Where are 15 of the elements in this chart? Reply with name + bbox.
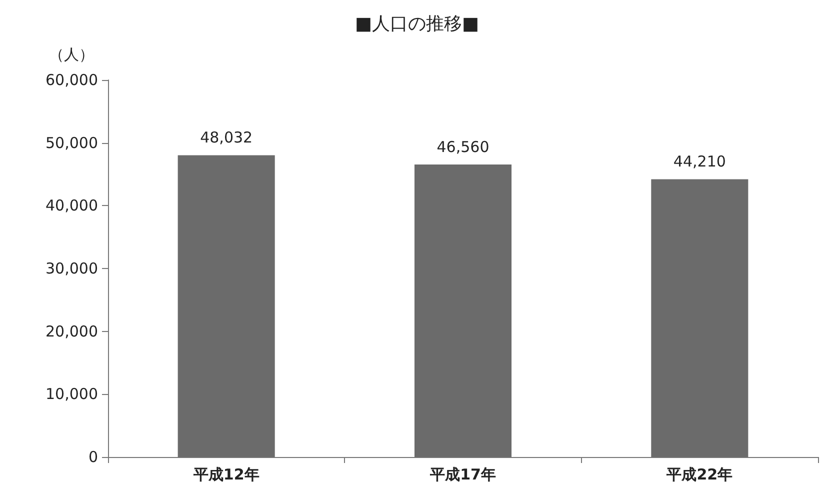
y-tick-label: 60,000 xyxy=(46,71,98,89)
x-tick-label: 平成22年 xyxy=(666,466,733,484)
chart-title: ■人口の推移■ xyxy=(354,14,480,34)
y-tick-label: 50,000 xyxy=(46,134,98,152)
y-tick-label: 30,000 xyxy=(46,260,98,278)
data-label: 48,032 xyxy=(200,128,253,147)
y-axis-title: （人） xyxy=(49,46,94,64)
data-label: 46,560 xyxy=(436,138,490,156)
x-tick-label: 平成12年 xyxy=(192,466,260,484)
y-tick-label: 0 xyxy=(88,448,98,466)
x-tick-label: 平成17年 xyxy=(429,466,496,484)
y-tick-label: 20,000 xyxy=(46,322,98,340)
y-tick-label: 10,000 xyxy=(46,385,98,404)
y-tick-label: 40,000 xyxy=(46,196,98,215)
data-label: 44,210 xyxy=(673,152,726,171)
